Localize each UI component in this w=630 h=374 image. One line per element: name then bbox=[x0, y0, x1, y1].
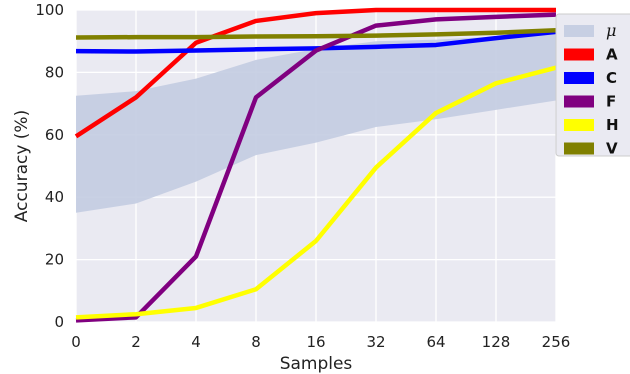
y-tick-label: 80 bbox=[45, 63, 64, 81]
legend-swatch-V bbox=[564, 142, 594, 155]
legend-label-mu: μ bbox=[606, 21, 616, 40]
legend-label-A: A bbox=[606, 46, 618, 64]
legend-swatch-F bbox=[564, 95, 594, 108]
x-tick-label: 64 bbox=[426, 333, 445, 351]
legend-label-V: V bbox=[606, 140, 618, 158]
series-line-V bbox=[75, 28, 557, 40]
x-axis-title: Samples bbox=[280, 354, 353, 374]
x-tick-label: 128 bbox=[482, 333, 511, 351]
x-tick-label: 4 bbox=[191, 333, 201, 351]
legend-swatch-H bbox=[564, 119, 594, 131]
mu-band bbox=[76, 31, 556, 213]
y-axis-title: Accuracy (%) bbox=[12, 110, 32, 222]
series-line-A bbox=[74, 7, 556, 139]
y-tick-label: 40 bbox=[45, 188, 64, 206]
y-tick-label: 60 bbox=[45, 126, 64, 144]
series-line-H bbox=[75, 65, 557, 320]
x-tick-label: 256 bbox=[542, 333, 571, 351]
y-tick-label: 0 bbox=[54, 313, 64, 331]
x-tick-labels: 0 2 4 8 16 32 64 128 256 bbox=[71, 333, 570, 351]
legend-swatch-C bbox=[564, 72, 594, 84]
y-tick-label: 20 bbox=[45, 251, 64, 269]
y-tick-labels: 0 20 40 60 80 100 bbox=[35, 1, 64, 331]
x-tick-label: 32 bbox=[366, 333, 385, 351]
series-lines bbox=[74, 7, 557, 323]
legend-label-H: H bbox=[606, 116, 619, 134]
x-tick-label: 16 bbox=[306, 333, 325, 351]
legend-swatch-A bbox=[564, 48, 594, 61]
x-tick-label: 2 bbox=[131, 333, 141, 351]
x-tick-label: 8 bbox=[251, 333, 261, 351]
mu-band-area bbox=[76, 31, 556, 213]
series-line-F bbox=[75, 12, 557, 323]
x-tick-label: 0 bbox=[71, 333, 81, 351]
y-tick-label: 100 bbox=[35, 1, 64, 19]
legend-swatch-mu bbox=[564, 25, 594, 37]
legend-label-C: C bbox=[606, 69, 617, 87]
legend-label-F: F bbox=[606, 93, 616, 111]
